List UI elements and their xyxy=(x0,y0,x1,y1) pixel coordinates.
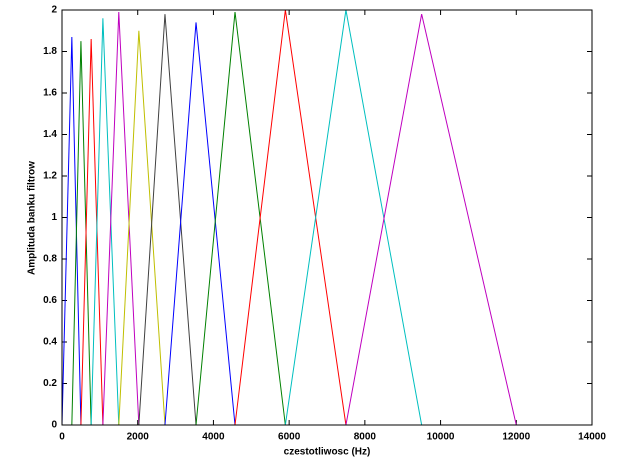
filter-line xyxy=(71,41,92,426)
x-tick-label: 10000 xyxy=(427,432,455,443)
y-tick-label: 0 xyxy=(51,420,57,431)
filter-line xyxy=(90,18,120,426)
filter-line xyxy=(118,30,166,426)
y-tick-label: 1.4 xyxy=(43,129,57,140)
y-tick-label: 0.4 xyxy=(43,337,57,348)
x-tick-label: 8000 xyxy=(354,432,377,443)
x-tick-label: 4000 xyxy=(202,432,225,443)
y-tick-label: 1.6 xyxy=(43,88,57,99)
y-axis-label: Amplituda banku filtrow xyxy=(27,161,38,275)
filter-line xyxy=(195,12,286,426)
plot-frame xyxy=(61,9,593,426)
x-tick-label: 6000 xyxy=(278,432,301,443)
y-tick-label: 0.8 xyxy=(43,254,57,265)
x-tick-label: 0 xyxy=(59,432,65,443)
y-tick-label: 2 xyxy=(51,5,57,16)
x-axis-label: czestotliwosc (Hz) xyxy=(284,447,371,458)
filter-line xyxy=(138,14,197,426)
y-tick-label: 0.2 xyxy=(43,378,57,389)
filter-line xyxy=(345,14,517,426)
filter-line xyxy=(102,12,140,426)
x-tick-label: 14000 xyxy=(578,432,606,443)
y-tick-label: 0.6 xyxy=(43,295,57,306)
filter-line xyxy=(164,22,236,426)
filter-line xyxy=(80,39,104,426)
y-tick-label: 1 xyxy=(51,212,57,223)
x-tick-label: 12000 xyxy=(502,432,530,443)
x-tick-label: 2000 xyxy=(127,432,150,443)
filter-line xyxy=(61,36,82,426)
y-tick-label: 1.2 xyxy=(43,171,57,182)
y-tick-label: 1.8 xyxy=(43,46,57,57)
